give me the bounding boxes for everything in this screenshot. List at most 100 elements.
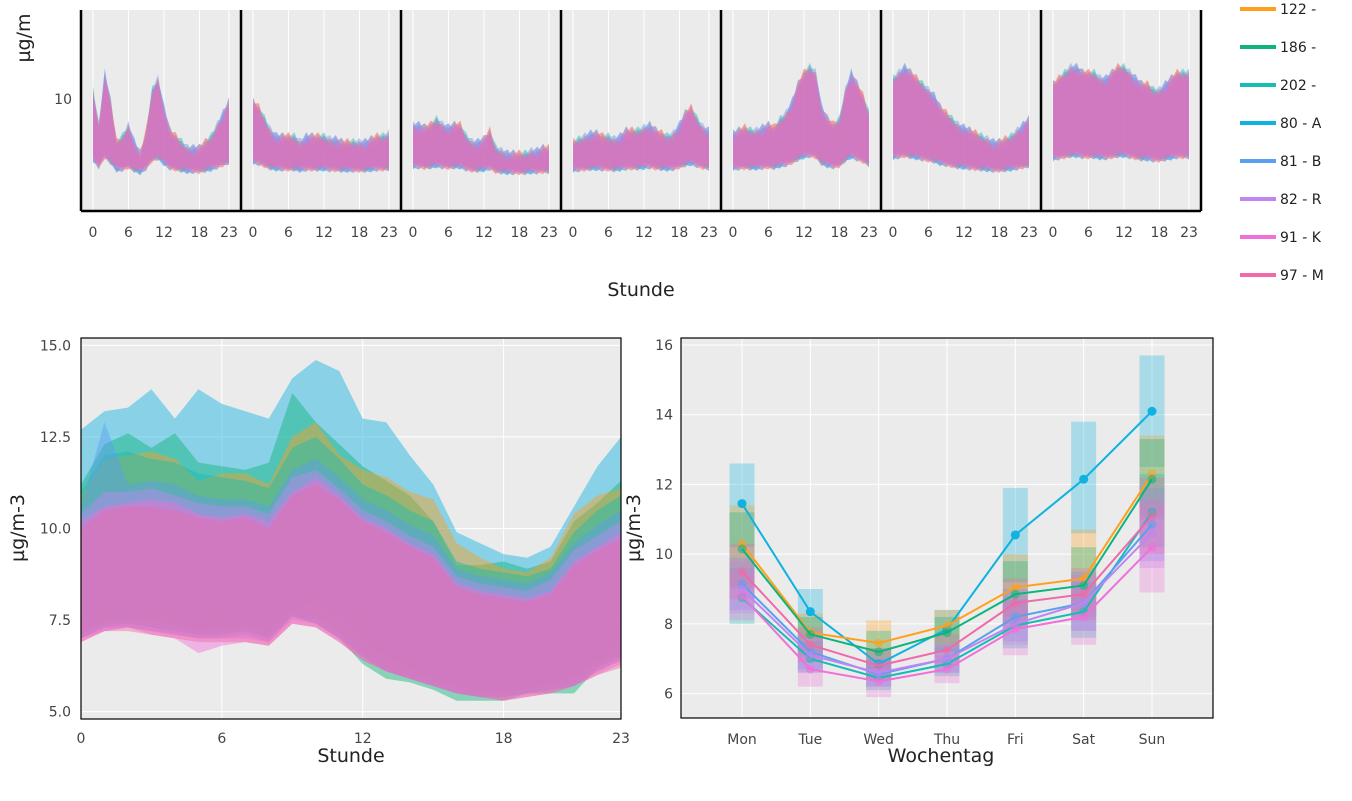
legend-item[interactable]: 80 - A xyxy=(1240,116,1322,132)
legend-item[interactable]: 97 - M xyxy=(1240,268,1324,284)
top-band xyxy=(733,65,869,171)
week-point xyxy=(1010,612,1020,622)
top-band xyxy=(1053,65,1189,163)
top-x-tick-label: 18 xyxy=(1151,225,1169,241)
top-x-tick-label: 6 xyxy=(604,225,613,241)
top-band xyxy=(253,106,389,173)
top-band xyxy=(573,103,709,173)
top-panel-background xyxy=(241,10,401,211)
top-band xyxy=(1053,62,1189,162)
top-panel-bands xyxy=(733,62,869,172)
week-point xyxy=(805,640,815,650)
week-y-tick-label: 16 xyxy=(655,338,673,354)
week-point xyxy=(1010,624,1020,634)
week-point xyxy=(874,668,884,678)
top-x-tick-label: 12 xyxy=(1115,225,1133,241)
week-point xyxy=(942,664,952,674)
top-x-tick-label: 6 xyxy=(924,225,933,241)
top-x-tick-label: 6 xyxy=(124,225,133,241)
top-band xyxy=(893,71,1029,173)
week-point xyxy=(737,544,747,554)
top-band xyxy=(733,62,869,171)
week-x-axis-title: Wochentag xyxy=(888,745,995,767)
legend-item[interactable]: 122 - xyxy=(1240,2,1316,18)
week-point xyxy=(942,645,952,655)
hour-band-4 xyxy=(81,422,621,697)
week-point xyxy=(1079,612,1089,622)
top-y-axis-title: µg/m xyxy=(13,13,35,62)
legend-item[interactable]: 186 - xyxy=(1240,40,1316,56)
hour-band-5 xyxy=(81,469,621,697)
weekday-hour-small-multiples: 0 6 12 18 23 0 6 12 18 23 0 6 12 18 23 0 6 12 18 23 0 6 12 18 23… xyxy=(13,10,1203,301)
week-x-tick-label: Tue xyxy=(797,732,822,748)
top-x-tick-label: 12 xyxy=(795,225,813,241)
week-x-tick-label: Wed xyxy=(863,732,894,748)
top-band xyxy=(573,109,709,172)
legend-item[interactable]: 91 - K xyxy=(1240,230,1322,246)
top-band xyxy=(253,103,389,173)
top-band xyxy=(1053,62,1189,162)
top-band xyxy=(1053,62,1189,163)
week-point xyxy=(1010,598,1020,608)
top-x-tick-label: 23 xyxy=(700,225,718,241)
top-band xyxy=(93,71,229,173)
top-band xyxy=(413,120,549,176)
top-panel-background xyxy=(561,10,721,211)
week-y-tick-label: 10 xyxy=(655,547,673,563)
hour-band-chart: 0 6 12 18 23 5.0 7.5 10.0 12.5 15.0 µg/m-3 Stund… xyxy=(7,337,630,767)
top-band xyxy=(253,103,389,173)
top-band xyxy=(573,103,709,172)
legend-item[interactable]: 82 - R xyxy=(1240,192,1322,208)
top-x-tick-label: 18 xyxy=(991,225,1009,241)
top-x-tick-label: 18 xyxy=(511,225,529,241)
top-panel-bands xyxy=(413,114,549,176)
top-band xyxy=(253,97,389,173)
top-x-tick-label: 23 xyxy=(860,225,878,241)
week-series-lines xyxy=(737,406,1157,686)
week-x-tick-label: Fri xyxy=(1007,732,1024,748)
top-band xyxy=(733,68,869,171)
legend-item[interactable]: 202 - xyxy=(1240,78,1316,94)
week-point xyxy=(805,629,815,639)
week-x-tick-label: Mon xyxy=(727,732,757,748)
top-band xyxy=(1053,62,1189,162)
hour-band-6 xyxy=(81,477,621,701)
week-y-ticks: 6 8 10 12 14 16 xyxy=(655,338,673,703)
legend-label: 122 - xyxy=(1280,2,1316,18)
top-band xyxy=(893,68,1029,173)
top-band xyxy=(413,114,549,176)
top-band xyxy=(893,62,1029,173)
top-panel-background xyxy=(721,10,881,211)
week-point xyxy=(1147,511,1157,521)
top-x-tick-label: 12 xyxy=(475,225,493,241)
hour-band-2 xyxy=(81,422,621,697)
top-panel-bands xyxy=(573,103,709,173)
top-panel-bands xyxy=(253,97,389,173)
top-band xyxy=(733,65,869,171)
top-band xyxy=(413,117,549,176)
top-panel-bands xyxy=(93,68,229,176)
week-point xyxy=(874,676,884,686)
top-band xyxy=(93,68,229,175)
week-point xyxy=(942,621,952,631)
hour-y-tick-label: 15.0 xyxy=(40,338,71,354)
week-y-tick-label: 6 xyxy=(664,687,673,703)
week-point xyxy=(874,661,884,671)
hour-y-tick-label: 5.0 xyxy=(49,705,71,721)
top-panel-background xyxy=(881,10,1041,211)
week-point xyxy=(805,650,815,660)
top-band xyxy=(733,68,869,172)
top-band xyxy=(573,109,709,173)
week-point xyxy=(942,654,952,664)
legend-item[interactable]: 81 - B xyxy=(1240,154,1321,170)
legend-label: 97 - M xyxy=(1280,268,1324,284)
top-band xyxy=(573,109,709,173)
week-point xyxy=(1010,530,1020,540)
top-band xyxy=(733,68,869,171)
top-x-tick-label: 23 xyxy=(1180,225,1198,241)
top-band xyxy=(253,100,389,173)
hour-band-7 xyxy=(81,484,621,701)
top-x-tick-label: 18 xyxy=(191,225,209,241)
top-band xyxy=(413,120,549,176)
